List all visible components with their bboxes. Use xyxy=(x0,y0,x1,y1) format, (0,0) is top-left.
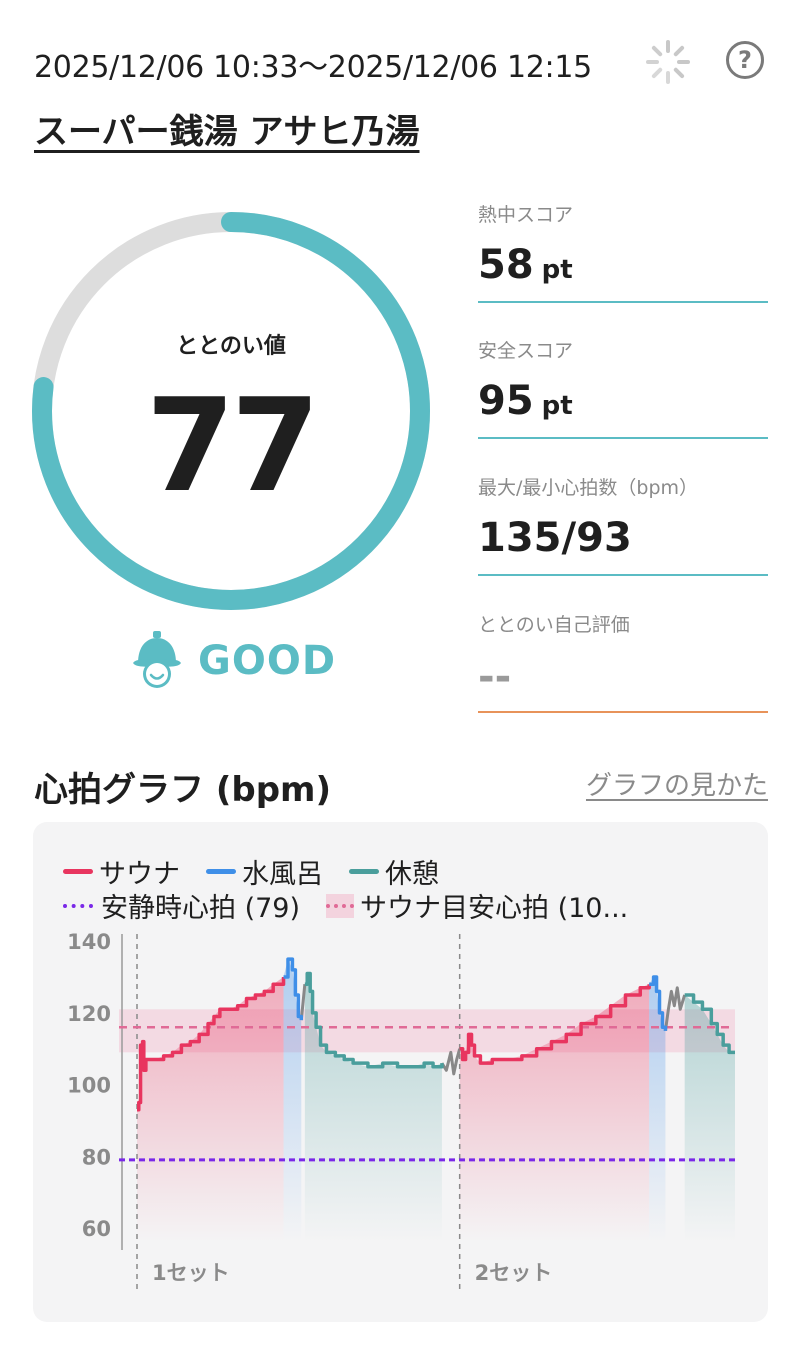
series-line-water-bath xyxy=(283,957,304,1021)
heart-rate-chart-card: サウナ 水風呂 休憩 安静時心拍 (79) サウナ目安心拍 (10... 140… xyxy=(33,822,768,1322)
facility-name-link[interactable]: スーパー銭湯 アサヒ乃湯 xyxy=(34,112,420,152)
totonoi-value: 77 xyxy=(145,372,320,521)
legend-rest: 休憩 xyxy=(349,852,439,891)
self-eval-label: ととのい自己評価 xyxy=(478,614,630,636)
area-fill-sauna xyxy=(459,984,650,1242)
heart-rate-chart: 140 120 100 80 60 1セット 2セット xyxy=(67,930,735,1292)
heart-rate-label: 最大/最小心拍数（bpm） xyxy=(478,477,699,499)
set-label: 1セット xyxy=(152,1261,230,1285)
session-datetime: 2025/12/06 10:33～2025/12/06 12:15 xyxy=(34,50,592,85)
area-fill-rest xyxy=(304,973,442,1242)
y-tick-label: 60 xyxy=(82,1217,111,1241)
self-eval-divider xyxy=(478,711,768,713)
graph-guide-link[interactable]: グラフの見かた xyxy=(585,771,768,801)
rating-label: GOOD xyxy=(198,638,337,684)
area-fill-sauna xyxy=(137,977,284,1242)
stat-heat-score: 熱中スコア xyxy=(478,198,768,304)
legend-row-2: 安静時心拍 (79) サウナ目安心拍 (10... xyxy=(63,886,628,925)
totonoi-label: ととのい値 xyxy=(176,334,286,359)
safety-score-divider xyxy=(478,437,768,439)
heart-rate-divider xyxy=(478,574,768,576)
y-tick-label: 80 xyxy=(82,1145,111,1169)
heat-score-divider xyxy=(478,301,768,303)
area-fill-rest xyxy=(684,994,735,1242)
safety-score-value: 95 pt xyxy=(478,378,573,424)
safety-score-label: 安全スコア xyxy=(478,340,574,362)
legend-row-1: サウナ 水風呂 休憩 xyxy=(63,852,465,891)
series-line-sauna xyxy=(137,977,286,1112)
legend-water-bath: 水風呂 xyxy=(206,852,323,891)
spinner-icon xyxy=(646,40,690,84)
transition-line xyxy=(663,986,687,1032)
totonoi-gauge xyxy=(32,212,430,610)
transition-line xyxy=(440,1048,462,1076)
transition-line xyxy=(299,984,307,1021)
heart-rate-value: 135/93 xyxy=(478,515,632,561)
help-icon[interactable]: ? xyxy=(726,41,764,79)
y-tick-label: 100 xyxy=(67,1074,111,1098)
y-tick-label: 120 xyxy=(67,1002,111,1026)
gauge-progress xyxy=(32,212,430,610)
series-line-rest xyxy=(304,971,444,1069)
legend-sauna: サウナ xyxy=(63,852,180,891)
series-line-sauna xyxy=(459,984,651,1065)
area-fill-water-bath xyxy=(649,977,666,1242)
set-label: 2セット xyxy=(475,1261,553,1285)
smiling-face-icon xyxy=(133,631,181,688)
series-line-water-bath xyxy=(649,975,668,1031)
graph-title: 心拍グラフ (bpm) xyxy=(34,770,332,810)
area-fill-water-bath xyxy=(283,959,302,1242)
series-line-rest xyxy=(684,993,735,1055)
self-eval-value: -- xyxy=(478,654,512,700)
legend-sauna-target: サウナ目安心拍 (10... xyxy=(326,886,628,925)
y-tick-label: 140 xyxy=(67,930,111,954)
legend-resting-hr: 安静時心拍 (79) xyxy=(63,886,300,925)
heat-score-label: 熱中スコア xyxy=(478,204,574,226)
heat-score-value: 58 pt xyxy=(478,242,573,288)
